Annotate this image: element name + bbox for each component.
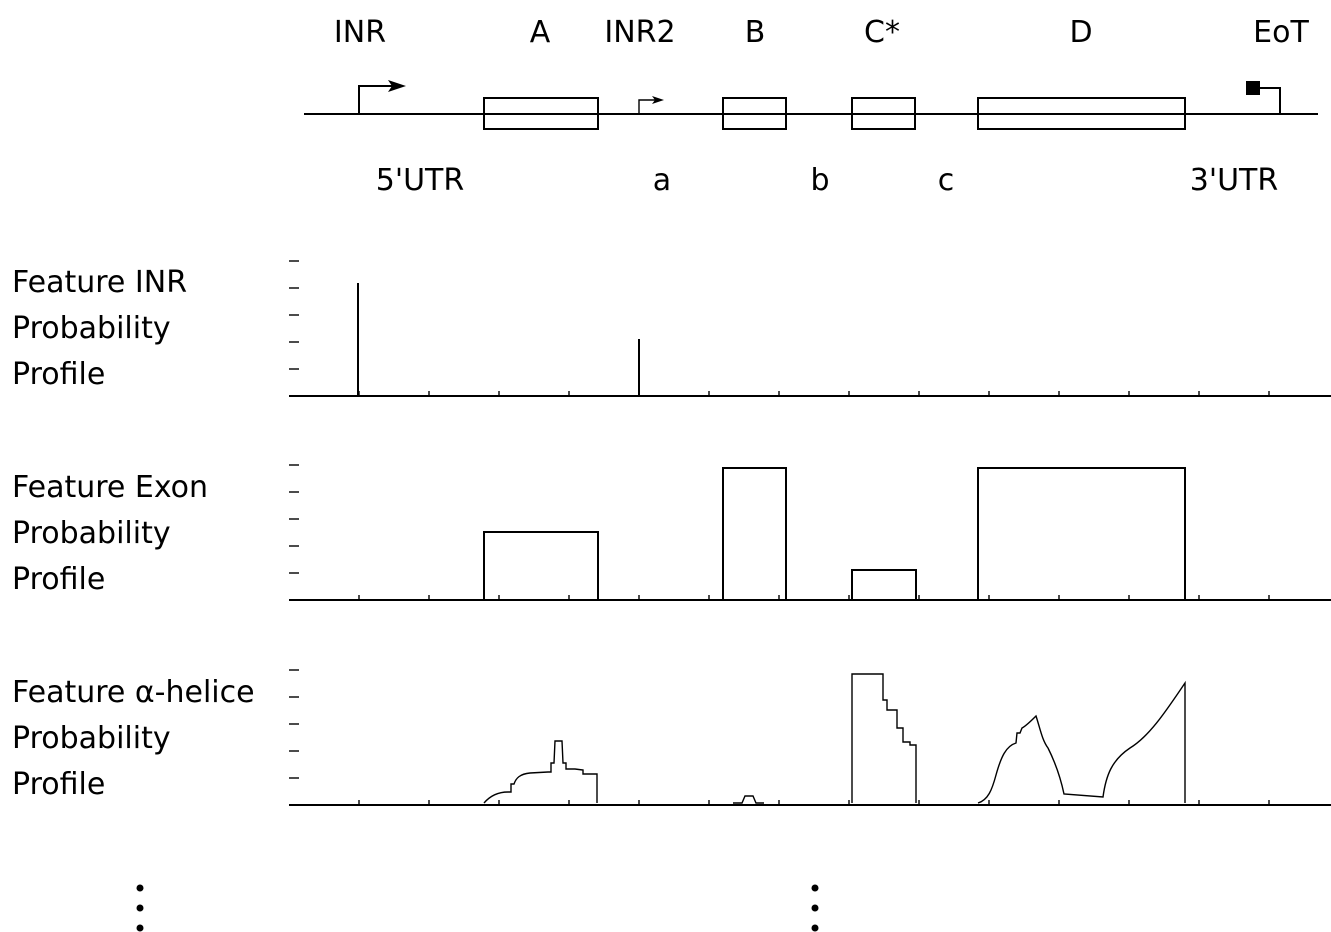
profile-helix-label-2: Probability [12, 721, 171, 756]
profile-inr-yticks [289, 260, 299, 370]
inr2-promoter-arrow [638, 96, 664, 114]
profile-inr-label-2: Probability [12, 311, 171, 346]
profile-inr-label-1: Feature INR [12, 265, 187, 300]
profile-inr-xticks [358, 391, 1270, 396]
ellipsis-right [811, 884, 819, 932]
profile-exon-block-d [977, 467, 1186, 600]
profile-helix-yticks [289, 669, 299, 779]
profile-exon-label-2: Probability [12, 516, 171, 551]
profile-exon-label-3: Profile [12, 562, 105, 597]
gene-model: INR A INR2 B C* D EoT 5'UTR a b c 3'UTR [304, 15, 1318, 198]
label-intron-c: c [938, 163, 955, 198]
profile-exon-block-b [722, 467, 787, 600]
profile-exon-yticks [289, 464, 299, 574]
label-exon-a: A [530, 15, 551, 50]
inr-promoter-arrow [358, 80, 406, 114]
profile-helix-label-1: Feature α-helice [12, 675, 255, 710]
profile-inr-label-3: Profile [12, 357, 105, 392]
label-intron-b: b [810, 163, 829, 198]
label-exon-b: B [745, 15, 766, 50]
profile-helix-curve-a [483, 740, 598, 804]
label-exon-d: D [1069, 15, 1092, 50]
label-inr2: INR2 [604, 15, 675, 50]
profile-exon-xticks [358, 595, 1270, 600]
profile-helix-curve-b [733, 795, 764, 804]
profile-helix-xticks [358, 800, 1270, 805]
profile-helix: Feature α-helice Probability Profile [12, 669, 1331, 806]
profile-helix-label-3: Profile [12, 767, 105, 802]
label-eot: EoT [1253, 15, 1309, 50]
exon-box-c [851, 97, 916, 130]
exon-box-b [722, 97, 787, 130]
ellipsis-left [136, 884, 144, 932]
label-exon-c: C* [864, 15, 900, 50]
label-inr: INR [334, 15, 386, 50]
profile-exon-label-1: Feature Exon [12, 470, 208, 505]
profile-exon-block-c [851, 569, 917, 600]
profile-inr: Feature INR Probability Profile [12, 260, 1331, 397]
label-3utr: 3'UTR [1190, 163, 1278, 198]
label-intron-a: a [653, 163, 671, 198]
profile-exon: Feature Exon Probability Profile [12, 464, 1331, 601]
eot-marker [1246, 81, 1281, 114]
profile-helix-curve-c [851, 673, 917, 803]
exon-box-d [977, 97, 1186, 130]
profile-exon-block-a [483, 531, 599, 600]
label-5utr: 5'UTR [376, 163, 464, 198]
profile-helix-curve-d [977, 680, 1186, 804]
exon-box-a [483, 97, 599, 130]
